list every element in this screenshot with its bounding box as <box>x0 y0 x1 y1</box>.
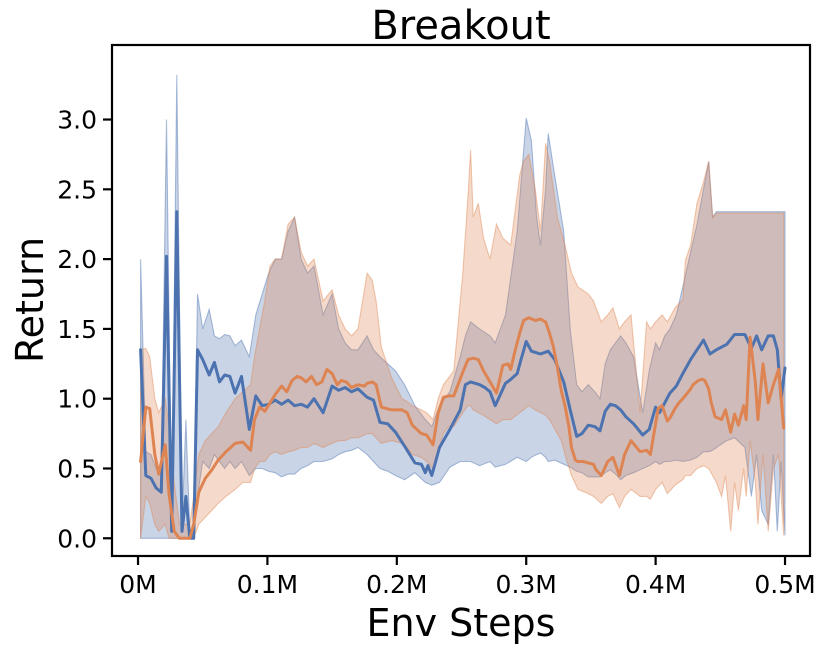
x-tick-label: 0.1M <box>237 570 298 599</box>
x-tick-label: 0.2M <box>366 570 427 599</box>
axes-spines <box>110 43 812 558</box>
chart-title: Breakout <box>371 3 551 49</box>
y-tick-label: 0.5 <box>57 454 97 483</box>
x-tick-label: 0.5M <box>754 570 815 599</box>
orange-run-band <box>140 143 785 539</box>
y-tick-label: 2.0 <box>57 245 97 274</box>
y-tick-label: 2.5 <box>57 175 97 204</box>
blue-run-band <box>140 74 786 539</box>
y-tick-label: 3.0 <box>57 106 97 135</box>
orange-run-line <box>139 316 786 540</box>
blue-run-line <box>139 210 787 540</box>
y-tick-label: 0.0 <box>57 524 97 553</box>
y-axis-label: Return <box>8 236 52 364</box>
y-tick-label: 1.0 <box>57 385 97 414</box>
x-tick-label: 0.3M <box>496 570 557 599</box>
x-axis-label: Env Steps <box>366 601 556 645</box>
y-tick-label: 1.5 <box>57 315 97 344</box>
x-tick-label: 0M <box>119 570 156 599</box>
x-tick-label: 0.4M <box>625 570 686 599</box>
